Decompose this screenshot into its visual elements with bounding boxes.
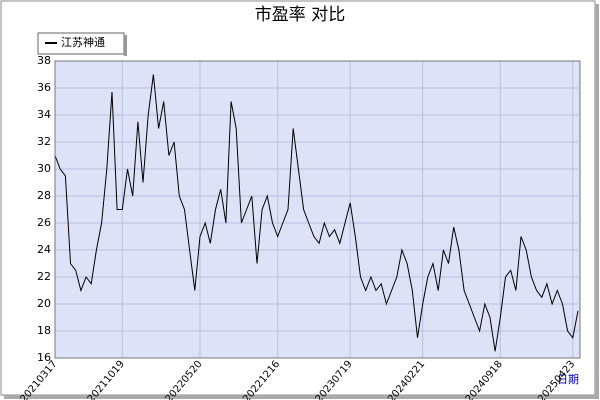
frame-shadow <box>595 4 599 398</box>
y-tick-label: 26 <box>37 216 51 229</box>
y-tick-label: 16 <box>37 351 51 364</box>
plot-area <box>55 61 580 358</box>
y-tick-label: 18 <box>37 324 51 337</box>
plot-border <box>54 60 581 359</box>
legend-label: 江苏神通 <box>61 35 105 49</box>
legend-shadow <box>124 35 127 56</box>
series-line <box>54 74 579 352</box>
y-tick-label: 28 <box>37 189 51 202</box>
y-tick-label: 22 <box>37 270 51 283</box>
y-tick-label: 30 <box>37 162 51 175</box>
y-tick-label: 38 <box>37 54 51 67</box>
x-axis-label: 日期 <box>557 373 579 386</box>
y-tick-label: 32 <box>37 135 51 148</box>
y-tick-label: 20 <box>37 297 51 310</box>
y-tick-label: 34 <box>37 108 51 121</box>
frame-shadow <box>4 395 599 399</box>
y-tick-label: 24 <box>37 243 51 256</box>
chart-title: 市盈率 对比 <box>255 5 345 25</box>
y-tick-label: 36 <box>37 81 51 94</box>
